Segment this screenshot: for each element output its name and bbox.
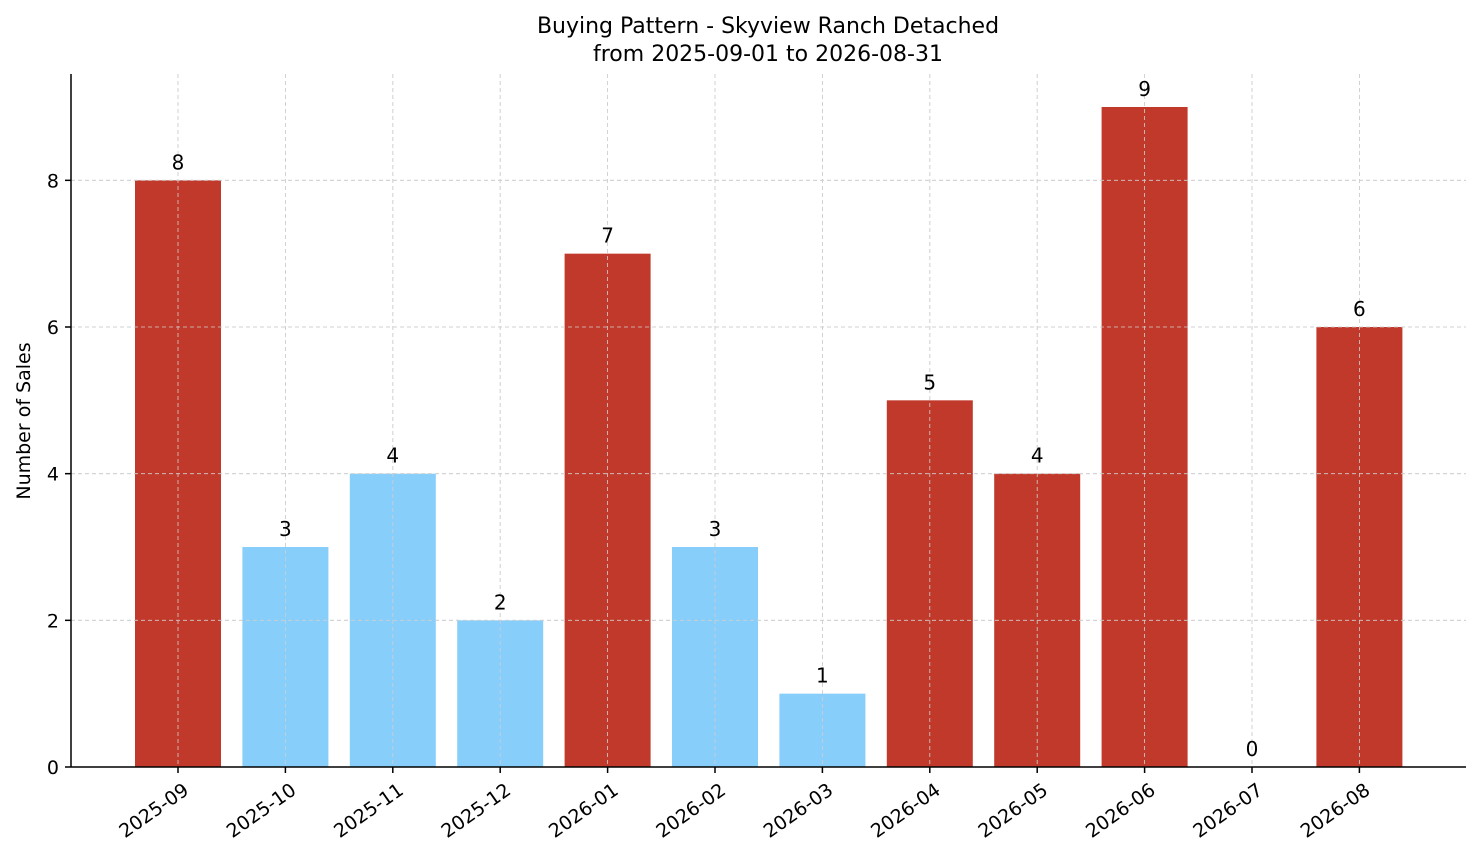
y-tick-label: 2 — [47, 610, 59, 632]
y-tick-label: 6 — [47, 317, 59, 339]
x-tick-label: 2026-07 — [1189, 779, 1267, 843]
x-tick-label: 2026-04 — [867, 779, 945, 843]
bar-value-label: 5 — [923, 370, 936, 394]
chart-title-line2: from 2025-09-01 to 2026-08-31 — [593, 42, 943, 67]
x-tick-label: 2026-05 — [974, 779, 1052, 843]
x-tick-label: 2026-02 — [652, 779, 730, 843]
bars-layer — [135, 107, 1403, 768]
x-tick-label: 2025-10 — [223, 779, 301, 843]
chart-title-line1: Buying Pattern - Skyview Ranch Detached — [537, 14, 999, 39]
bar-value-label: 4 — [1031, 444, 1044, 468]
y-tick-label: 4 — [47, 464, 59, 486]
x-tick-label: 2025-09 — [115, 779, 193, 843]
bar-value-label: 8 — [172, 150, 185, 174]
bar-value-label: 0 — [1246, 737, 1259, 761]
bar-value-label: 4 — [386, 444, 399, 468]
x-tick-label: 2025-11 — [330, 779, 408, 843]
x-tick-label: 2026-08 — [1297, 779, 1375, 843]
bar-value-label: 7 — [601, 224, 614, 248]
x-tick-label: 2026-03 — [760, 779, 838, 843]
bar-value-label: 3 — [279, 517, 292, 541]
bar-value-label: 1 — [816, 664, 829, 688]
bar-value-label: 2 — [494, 590, 507, 614]
bar-value-label: 3 — [709, 517, 722, 541]
y-axis-label: Number of Sales — [13, 342, 35, 499]
grid-overlay — [71, 74, 1466, 767]
y-tick-label: 8 — [47, 170, 59, 192]
x-tick-label: 2026-06 — [1082, 779, 1160, 843]
bar-labels-layer: 8 3 4 2 7 3 1 5 4 9 0 6 — [172, 77, 1366, 761]
bar-2026-06 — [1101, 107, 1188, 767]
x-tick-label: 2025-12 — [437, 779, 515, 843]
bar-value-label: 9 — [1138, 77, 1151, 101]
bar-value-label: 6 — [1353, 297, 1366, 321]
y-tick-label: 0 — [47, 757, 59, 779]
x-tick-label: 2026-01 — [545, 779, 623, 843]
